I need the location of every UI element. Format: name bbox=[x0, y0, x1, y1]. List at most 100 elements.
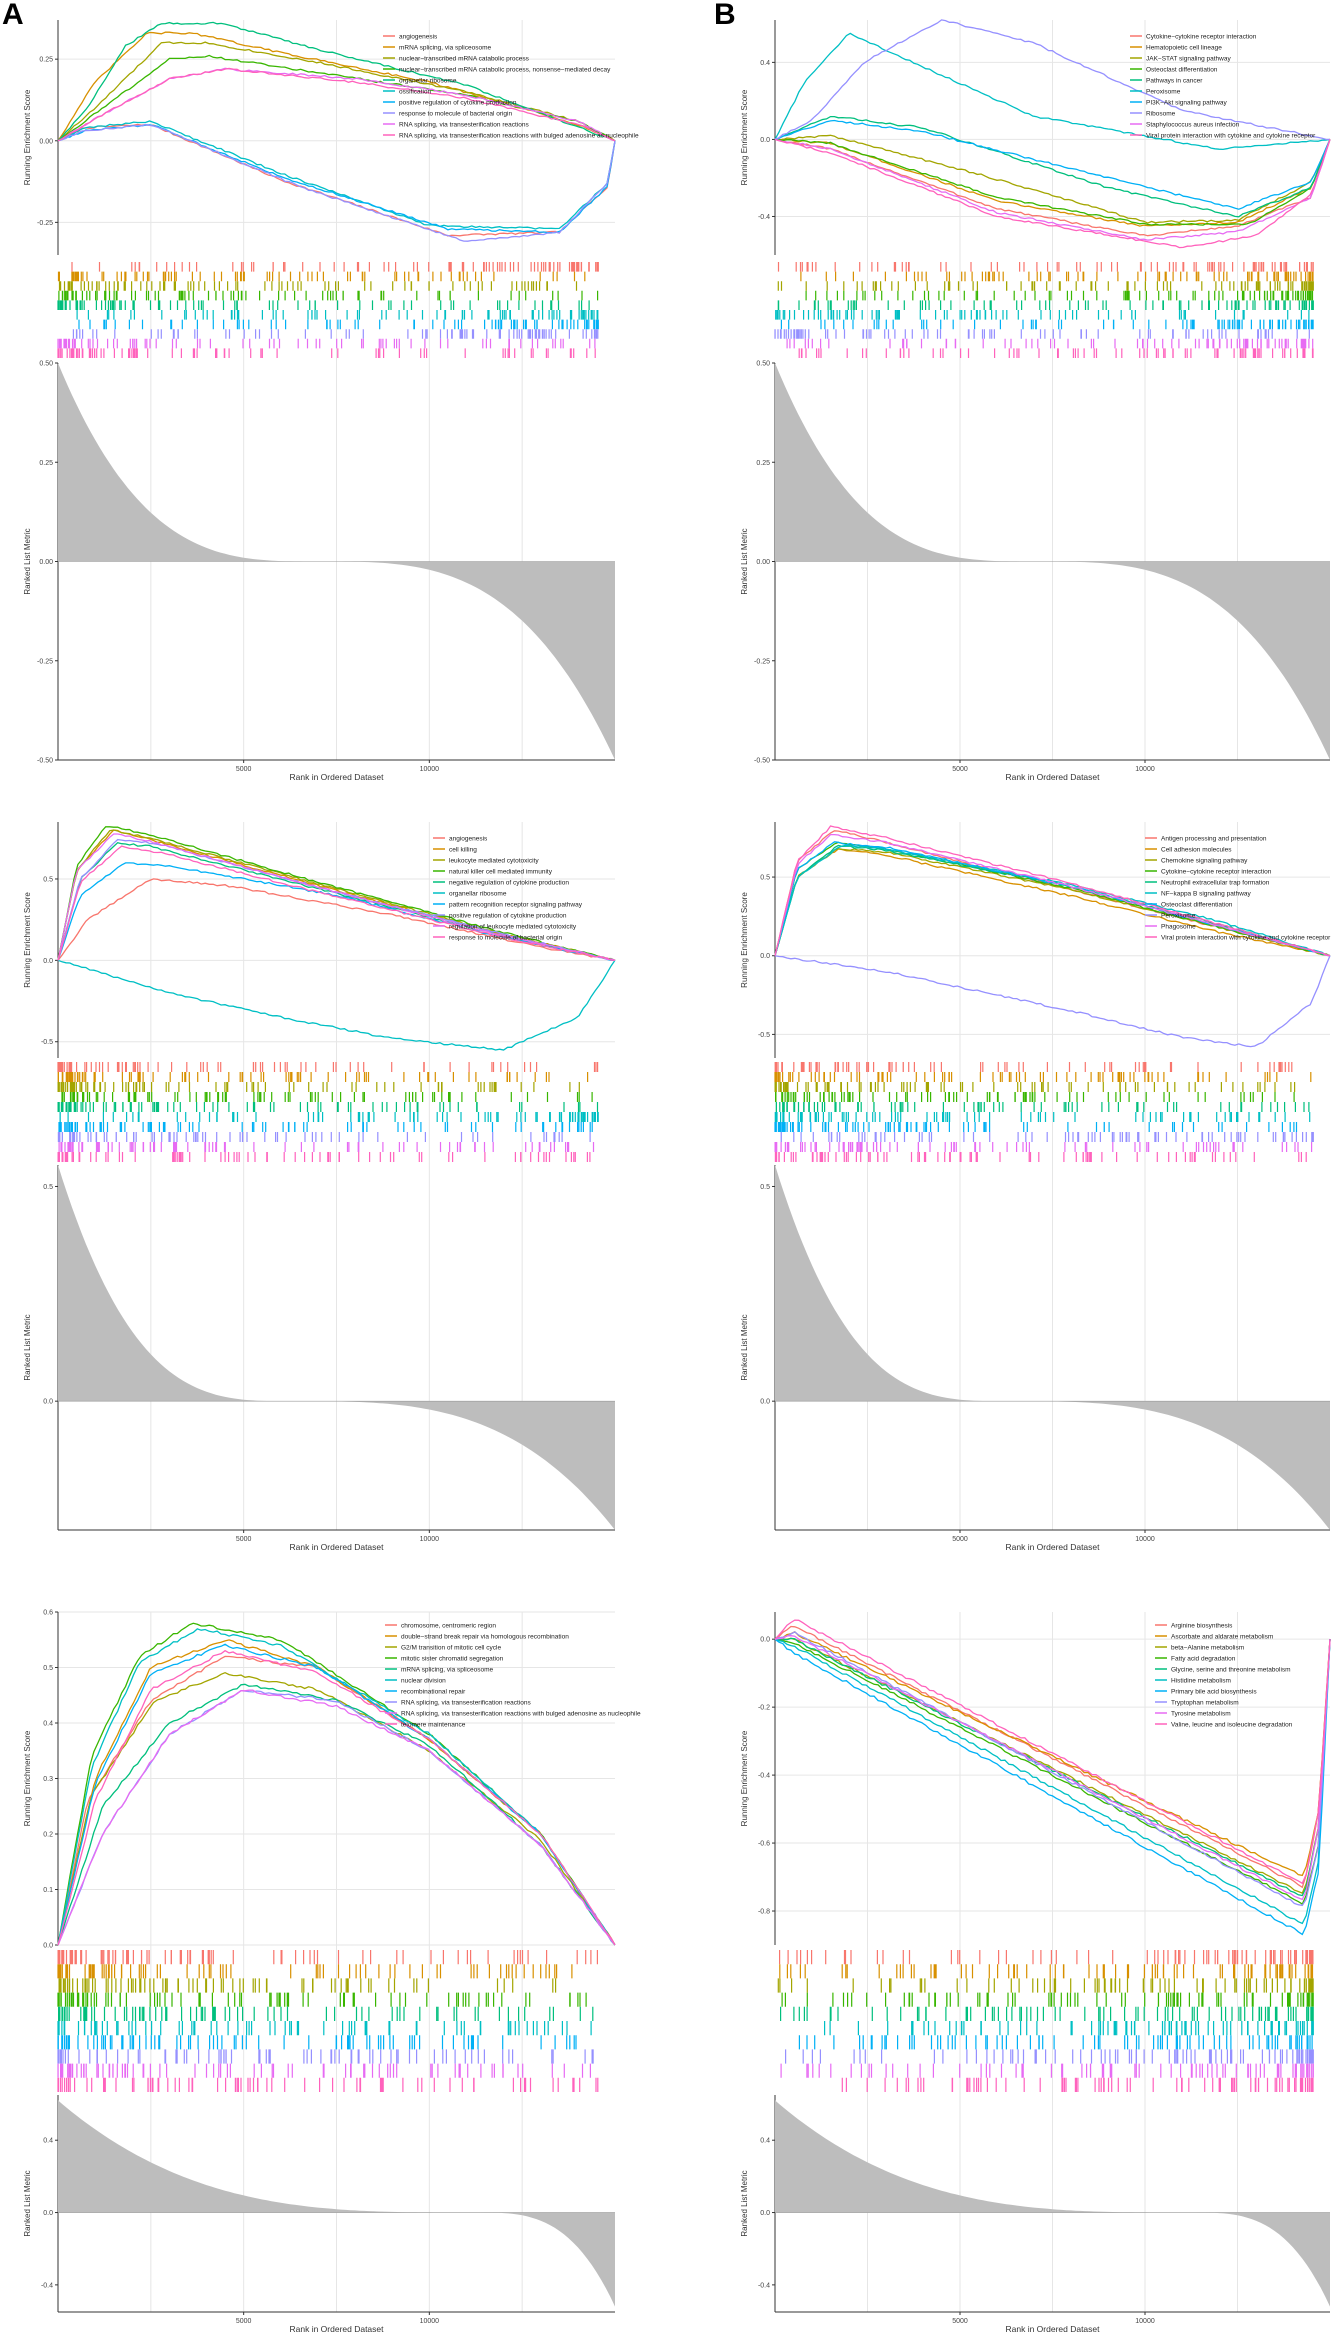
legend-label-1: chromosome, centromeric region bbox=[401, 1623, 496, 1630]
es-ytick-label: 0.2 bbox=[43, 1832, 53, 1839]
hit-row-6 bbox=[76, 310, 599, 320]
legend-label-1: Antigen processing and presentation bbox=[1161, 836, 1267, 843]
metric-ytick-label: 0.5 bbox=[43, 1184, 53, 1191]
legend-label-1: Cytokine−cytokine receptor interaction bbox=[1146, 34, 1257, 41]
metric-ytick-label: 0.00 bbox=[756, 559, 770, 566]
hit-row-1 bbox=[57, 1062, 599, 1072]
hit-row-7 bbox=[798, 2035, 1313, 2050]
legend-label-3: nuclear−transcribed mRNA catabolic proce… bbox=[399, 56, 530, 63]
hit-row-1 bbox=[779, 1950, 1314, 1965]
hit-row-8 bbox=[774, 329, 1310, 339]
metric-xtick-label: 5000 bbox=[952, 2318, 968, 2325]
es-ytick-label: -0.8 bbox=[758, 1909, 770, 1916]
metric-ytick-label: 0.0 bbox=[760, 2210, 770, 2217]
hit-row-1 bbox=[774, 1062, 1293, 1072]
legend-label-9: RNA splicing, via transesterification re… bbox=[401, 1711, 641, 1718]
legend-label-2: Ascorbate and aldarate metabolism bbox=[1171, 1634, 1273, 1641]
hit-row-5 bbox=[777, 300, 1314, 310]
hit-row-3 bbox=[58, 1978, 557, 1993]
es-ytick-label: 0.0 bbox=[760, 137, 770, 144]
es-line-series-6 bbox=[57, 120, 616, 230]
legend-label-8: Peroxisome bbox=[1161, 913, 1196, 920]
legend-label-6: Histidine metabolism bbox=[1171, 1678, 1231, 1685]
legend-label-8: response to molecule of bacterial origin bbox=[399, 111, 512, 118]
metric-xlabel: Rank in Ordered Dataset bbox=[289, 1542, 384, 1552]
es-line-series-3 bbox=[774, 1637, 1331, 1894]
es-ytick-label: -0.25 bbox=[37, 220, 53, 227]
es-line-series-3 bbox=[774, 134, 1331, 224]
es-ytick-label: 0.4 bbox=[43, 1721, 53, 1728]
hit-row-4 bbox=[805, 290, 1314, 301]
hit-row-10 bbox=[57, 2077, 599, 2092]
es-line-series-5 bbox=[774, 1637, 1331, 1897]
metric-xtick-label: 5000 bbox=[236, 766, 252, 773]
metric-ytick-label: -0.25 bbox=[754, 658, 770, 665]
hit-row-1 bbox=[71, 262, 599, 272]
legend-label-5: Pathways in cancer bbox=[1146, 78, 1203, 85]
es-line-series-9 bbox=[57, 1689, 616, 1946]
legend-label-8: Ribosome bbox=[1146, 111, 1176, 118]
metric-area bbox=[775, 2100, 1330, 2307]
metric-xlabel: Rank in Ordered Dataset bbox=[289, 2324, 384, 2334]
legend-label-7: Osteoclast differentiation bbox=[1161, 902, 1233, 909]
es-ylabel: Running Enrichment Score bbox=[23, 1730, 32, 1826]
hit-row-10 bbox=[57, 1152, 591, 1162]
es-line-series-1 bbox=[774, 1625, 1331, 1889]
hit-row-8 bbox=[57, 1132, 591, 1142]
es-line-series-2 bbox=[774, 1631, 1331, 1877]
legend-label-2: Cell adhesion molecules bbox=[1161, 847, 1232, 854]
es-ylabel: Running Enrichment Score bbox=[740, 1730, 749, 1826]
legend-label-5: mRNA splicing, via spliceosome bbox=[401, 1667, 494, 1674]
es-line-series-10 bbox=[774, 825, 1331, 957]
hit-row-6 bbox=[59, 1112, 599, 1122]
legend-label-5: Neutrophil extracellular trap formation bbox=[1161, 880, 1270, 887]
hit-row-9 bbox=[57, 2063, 591, 2078]
es-ytick-label: 0.25 bbox=[39, 57, 53, 64]
panel-label-b: B bbox=[714, 0, 736, 31]
hit-row-2 bbox=[779, 1964, 1314, 1979]
hit-row-5 bbox=[775, 1102, 1310, 1112]
es-ytick-label: 0.0 bbox=[43, 958, 53, 965]
hit-row-3 bbox=[774, 1082, 1296, 1092]
legend-label-6: ossification bbox=[399, 89, 432, 96]
hit-row-8 bbox=[72, 329, 599, 339]
gsea-panel-a1: -0.25 0.00 0.25 Running Enrichment Score ang… bbox=[23, 20, 639, 782]
hit-row-8 bbox=[57, 2049, 594, 2064]
metric-ylabel: Ranked List Metric bbox=[740, 2170, 749, 2236]
hit-row-8 bbox=[785, 2049, 1314, 2064]
es-ytick-label: -0.4 bbox=[758, 1773, 770, 1780]
legend-label-7: pattern recognition receptor signaling p… bbox=[449, 902, 583, 909]
hit-row-3 bbox=[777, 1978, 1314, 1993]
hit-row-10 bbox=[798, 348, 1314, 358]
gsea-panel-a2: -0.5 0.0 0.5 Running Enrichment Score angiog… bbox=[23, 822, 616, 1552]
metric-xlabel: Rank in Ordered Dataset bbox=[1005, 2324, 1100, 2334]
metric-ytick-label: 0.4 bbox=[760, 2138, 770, 2145]
es-line-series-9 bbox=[57, 833, 616, 961]
legend-label-10: Viral protein interaction with cytokine … bbox=[1146, 133, 1316, 140]
es-line-series-6 bbox=[774, 32, 1331, 151]
legend-label-7: positive regulation of cytokine producti… bbox=[399, 100, 517, 107]
hit-row-6 bbox=[57, 2021, 592, 2036]
legend-label-6: organellar ribosome bbox=[449, 891, 507, 898]
metric-ytick-label: -0.4 bbox=[758, 2282, 770, 2289]
es-line-series-8 bbox=[57, 123, 616, 242]
es-line-series-10 bbox=[57, 67, 616, 142]
metric-ytick-label: 0.4 bbox=[43, 2138, 53, 2145]
metric-xtick-label: 5000 bbox=[952, 766, 968, 773]
hit-row-5 bbox=[57, 300, 590, 310]
metric-ytick-label: 0.00 bbox=[39, 559, 53, 566]
es-ytick-label: 0.5 bbox=[43, 1665, 53, 1672]
es-line-series-1 bbox=[57, 878, 616, 961]
metric-ytick-label: 0.0 bbox=[760, 1399, 770, 1406]
metric-ylabel: Ranked List Metric bbox=[740, 1314, 749, 1380]
es-ytick-label: 0.3 bbox=[43, 1776, 53, 1783]
legend-label-8: positive regulation of cytokine producti… bbox=[449, 913, 567, 920]
legend-label-5: Glycine, serine and threonine metabolism bbox=[1171, 1667, 1291, 1674]
metric-xlabel: Rank in Ordered Dataset bbox=[1005, 772, 1100, 782]
legend-label-10: Viral protein interaction with cytokine … bbox=[1161, 935, 1331, 942]
hit-row-9 bbox=[58, 1142, 595, 1152]
legend-label-8: Tryptophan metabolism bbox=[1171, 1700, 1239, 1707]
hit-row-4 bbox=[775, 1092, 1295, 1102]
hit-row-5 bbox=[58, 2006, 594, 2021]
es-line-series-2 bbox=[774, 848, 1331, 957]
